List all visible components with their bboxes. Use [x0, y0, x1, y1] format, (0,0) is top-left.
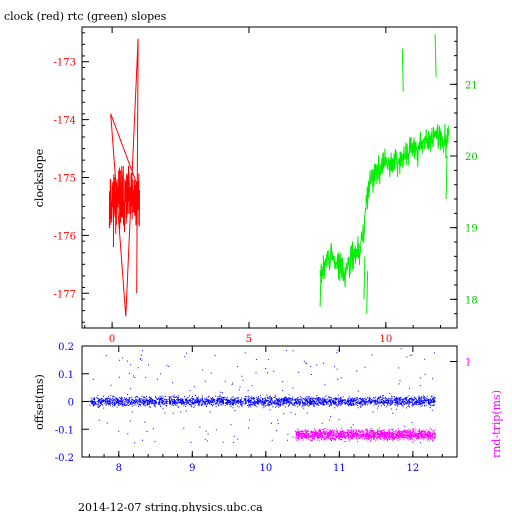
slopes-x-tick-label: 10 — [379, 334, 392, 345]
offset-y-tick-label: 0.2 — [58, 342, 74, 353]
slopes-panel: 0 5 10 -173 -174 -175 -176 -177 18 19 20 21 clocksl… — [33, 26, 478, 345]
slopes-y-axis-label: clockslope — [33, 149, 46, 207]
offset-data-layer — [89, 348, 436, 444]
rtc-spike — [434, 34, 437, 78]
slopes-right-y-tick-label: 21 — [465, 80, 478, 91]
rndtrip-points — [295, 427, 436, 443]
offset-x-tick-label: 8 — [116, 463, 122, 474]
slopes-y-tick-label: -173 — [54, 58, 76, 69]
chart-title: clock (red) rtc (green) slopes — [4, 10, 167, 23]
rtc-spike — [363, 256, 366, 300]
rtc-series-line — [319, 123, 450, 288]
offset-y-tick-label: -0.1 — [55, 425, 74, 436]
offset-axes-layer: 8 9 10 11 12 0.2 0.1 0 -0.1 -0.2 1 — [55, 342, 472, 474]
offset-y-tick-label: 0 — [68, 398, 74, 409]
slopes-axes-layer: 0 5 10 -173 -174 -175 -176 -177 18 19 20 21 — [54, 26, 478, 345]
slopes-y-tick-label: -177 — [54, 289, 76, 300]
clock-series-line — [108, 38, 141, 317]
offset-points — [89, 394, 436, 410]
slopes-x-tick-label: 0 — [109, 334, 115, 345]
offset-y-tick-label: -0.2 — [55, 453, 74, 464]
offset-x-tick-label: 11 — [333, 463, 346, 474]
offset-panel: 8 9 10 11 12 0.2 0.1 0 -0.1 -0.2 1 offset(ms) rnd-… — [33, 342, 503, 474]
slopes-y-tick-label: -175 — [54, 174, 76, 185]
offset-x-tick-label: 12 — [407, 463, 420, 474]
slopes-x-tick-label: 5 — [246, 334, 252, 345]
offset-y-axis-label: offset(ms) — [33, 374, 46, 430]
slopes-data-layer — [108, 34, 450, 317]
slopes-y-tick-label: -174 — [54, 116, 76, 127]
slopes-right-y-tick-label: 18 — [465, 295, 478, 306]
rtc-spike — [401, 48, 404, 92]
offset-y-tick-label: 0.1 — [58, 370, 74, 381]
rtc-spike — [445, 155, 448, 200]
offset-x-tick-label: 9 — [189, 463, 195, 474]
rndtrip-y-tick-label: 1 — [465, 357, 471, 368]
slopes-right-y-tick-label: 20 — [465, 152, 478, 163]
footer-text: 2014-12-07 string.physics.ubc.ca — [78, 501, 263, 512]
rndtrip-y-axis-label: rnd-trip(ms) — [490, 390, 503, 458]
slopes-right-y-tick-label: 19 — [465, 224, 478, 235]
offset-x-tick-label: 10 — [259, 463, 272, 474]
rtc-spike — [319, 263, 322, 307]
rtc-spike — [366, 270, 369, 314]
slopes-y-tick-label: -176 — [54, 231, 76, 242]
